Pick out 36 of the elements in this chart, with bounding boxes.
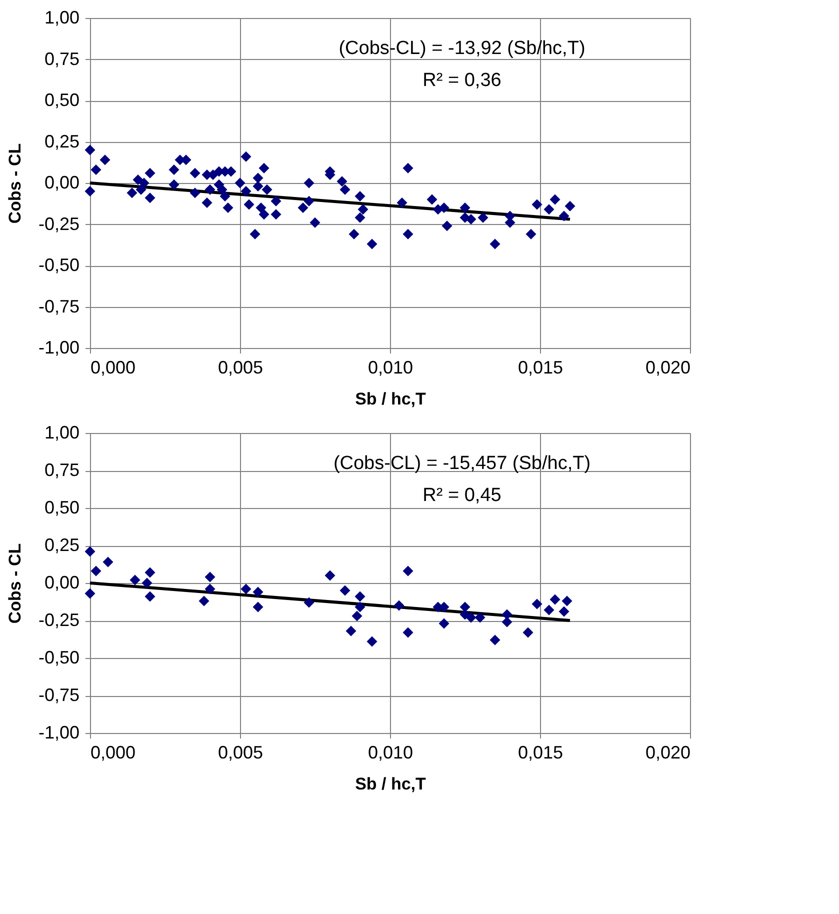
annotation: R² = 0,36 (422, 70, 502, 91)
y-tick-label: -0,25 (38, 214, 80, 234)
annotation: (Cobs-CL) = -15,457 (Sb/hc,T) (333, 453, 591, 474)
x-tick-label: 0,010 (368, 742, 414, 762)
y-tick-label: -0,75 (38, 685, 80, 705)
y-tick-label: 0,50 (44, 90, 80, 110)
x-tick-label: 0,015 (518, 358, 564, 378)
y-tick-label: 1,00 (44, 8, 80, 28)
x-tick-label: 0,010 (368, 358, 414, 378)
y-tick-label: 0,75 (44, 460, 80, 480)
y-tick-label: 0,00 (44, 572, 80, 592)
x-tick-label: 0,005 (218, 358, 264, 378)
y-axis-title: Cobs - CL (5, 143, 24, 224)
x-tick-label: 0,015 (518, 742, 564, 762)
x-tick-label: 0,000 (90, 358, 136, 378)
y-tick-label: -0,75 (38, 296, 80, 316)
y-tick-label: 0,00 (44, 172, 80, 192)
y-tick-label: 0,50 (44, 498, 80, 518)
y-tick-label: -1,00 (38, 338, 80, 358)
annotation: R² = 0,45 (422, 485, 502, 506)
y-tick-label: 0,25 (44, 535, 80, 555)
y-tick-label: -0,50 (38, 648, 80, 668)
y-axis-title: Cobs - CL (5, 543, 24, 624)
y-tick-label: -1,00 (38, 722, 80, 742)
y-tick-label: 0,75 (44, 48, 80, 69)
x-tick-label: 0,020 (645, 358, 690, 378)
y-tick-label: 0,25 (44, 131, 80, 152)
x-axis-title: Sb / hc,T (355, 390, 427, 408)
x-tick-label: 0,020 (645, 742, 690, 762)
x-tick-label: 0,005 (218, 742, 264, 762)
x-axis-title: Sb / hc,T (355, 774, 427, 794)
y-tick-label: -0,50 (38, 255, 80, 275)
y-tick-label: -0,25 (38, 610, 80, 630)
x-tick-label: 0,000 (90, 742, 136, 762)
y-tick-label: 1,00 (44, 422, 80, 442)
annotation: (Cobs-CL) = -13,92 (Sb/hc,T) (338, 38, 586, 59)
